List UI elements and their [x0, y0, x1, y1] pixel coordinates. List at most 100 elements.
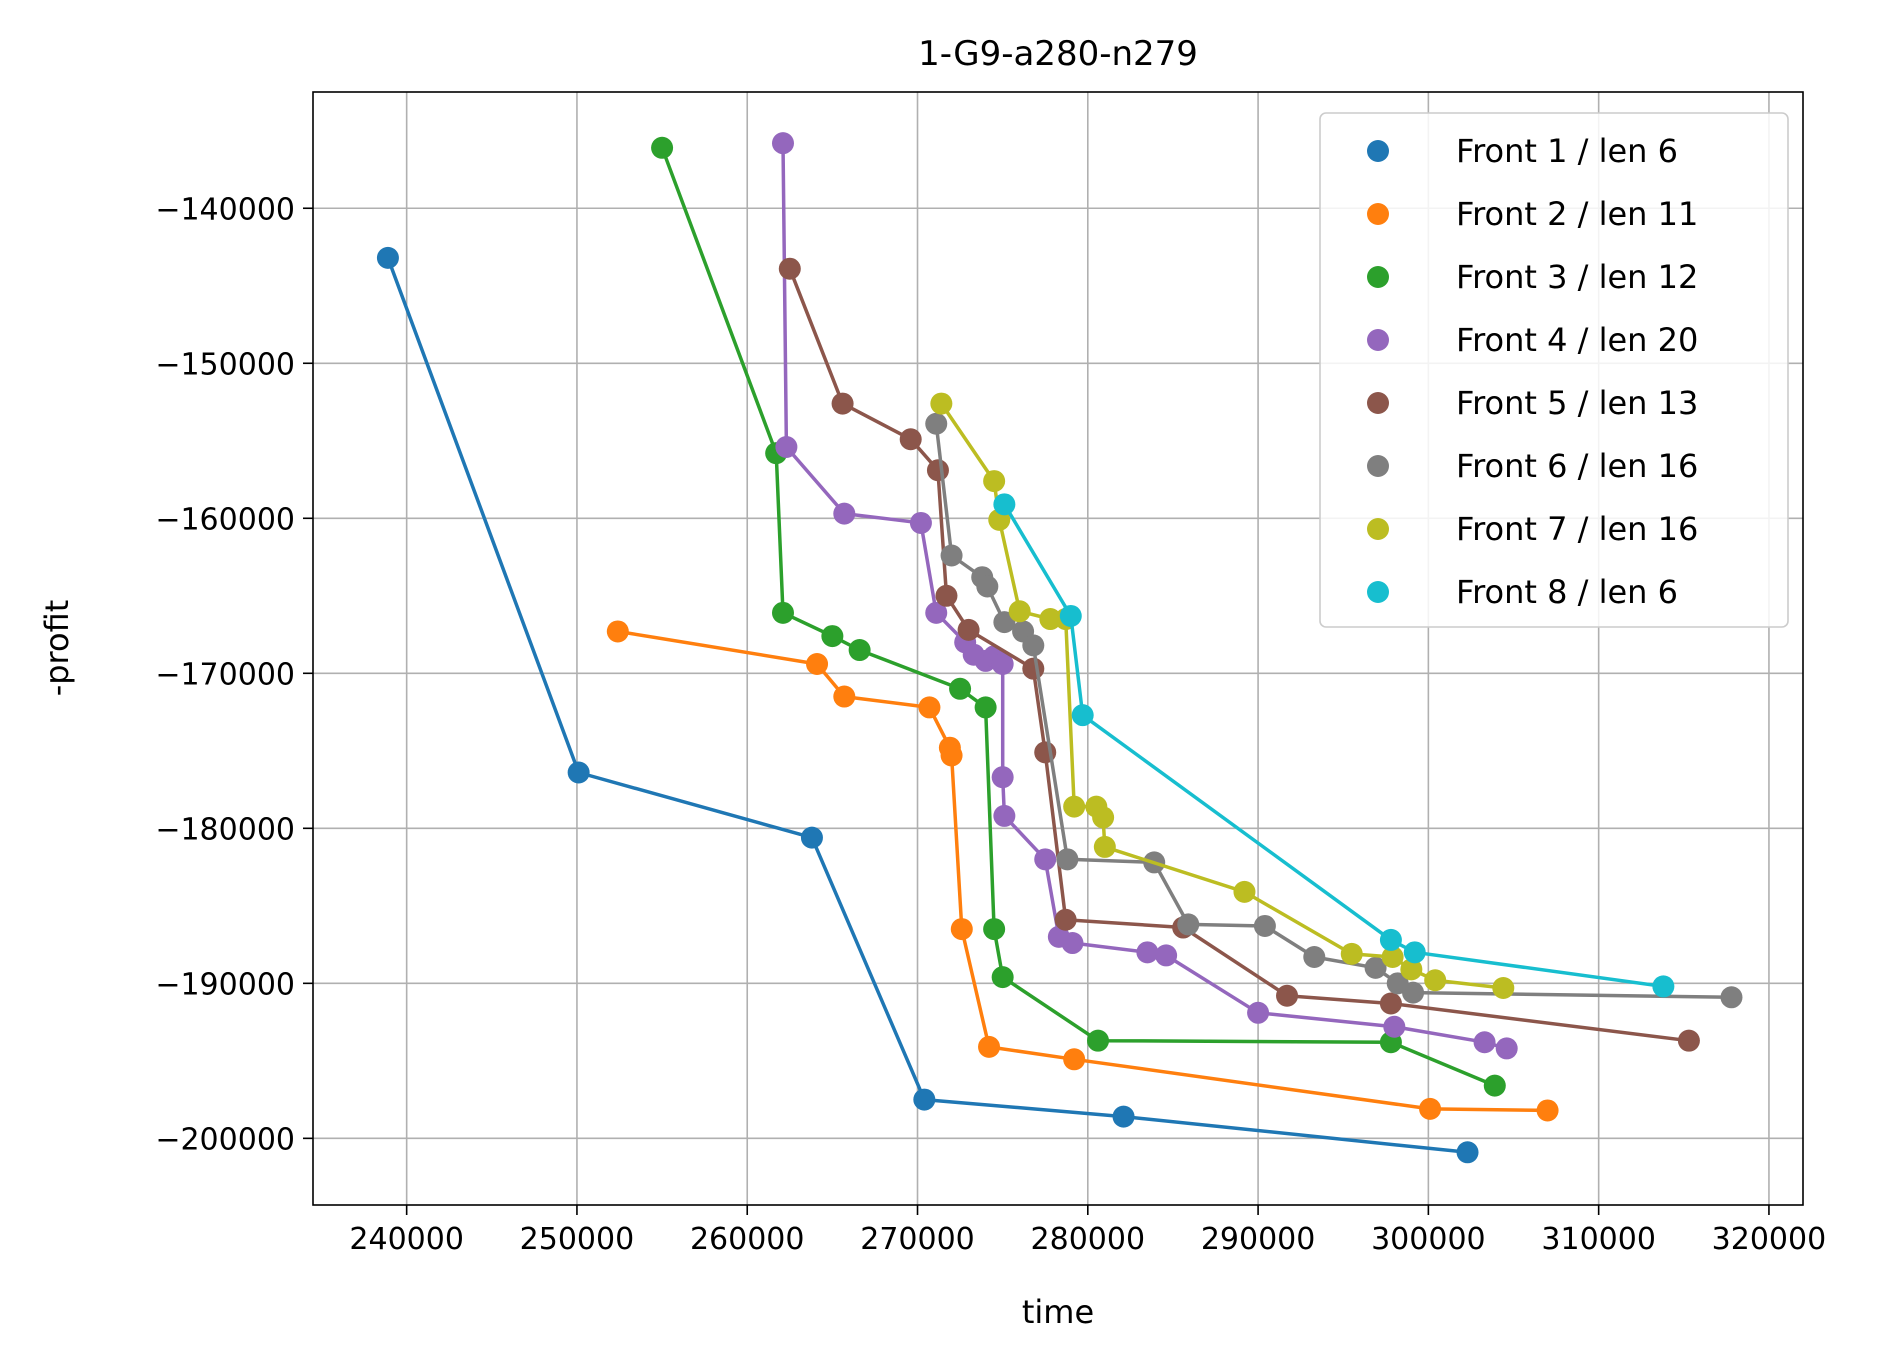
data-point [1253, 914, 1276, 937]
legend-label: Front 6 / len 16 [1456, 447, 1698, 485]
data-point [833, 502, 856, 525]
legend-label: Front 1 / len 6 [1456, 132, 1678, 170]
data-point [1061, 932, 1084, 955]
data-point [976, 575, 999, 598]
y-tick-label: −190000 [155, 967, 295, 1002]
data-point [950, 918, 973, 941]
data-point [1155, 944, 1178, 967]
data-point [1136, 941, 1159, 964]
data-point [949, 677, 972, 700]
data-point [1247, 1001, 1270, 1024]
data-point [1364, 956, 1387, 979]
data-point [1400, 958, 1423, 981]
data-point [991, 966, 1014, 989]
data-point [1093, 835, 1116, 858]
data-point [800, 826, 823, 849]
x-tick-label: 290000 [1201, 1222, 1316, 1257]
data-point [771, 132, 794, 155]
y-tick-label: −150000 [155, 347, 295, 382]
y-tick-label: −170000 [155, 657, 295, 692]
data-point [1495, 1037, 1518, 1060]
x-tick-label: 240000 [349, 1222, 464, 1257]
data-point [1340, 942, 1363, 965]
data-point [1008, 600, 1031, 623]
series-front-7 [930, 392, 1515, 999]
data-point [1177, 913, 1200, 936]
data-point [940, 544, 963, 567]
data-point [925, 412, 948, 435]
x-tick-label: 280000 [1031, 1222, 1146, 1257]
x-tick-label: 270000 [860, 1222, 975, 1257]
data-point [899, 428, 922, 451]
y-tick-label: −160000 [155, 502, 295, 537]
data-point [1419, 1097, 1442, 1120]
data-point [1379, 992, 1402, 1015]
legend-marker [1367, 392, 1389, 414]
legend: Front 1 / len 6 Front 2 / len 11 Front 3 /… [1319, 112, 1789, 628]
data-point [991, 766, 1014, 789]
x-tick-label: 300000 [1371, 1222, 1486, 1257]
data-point [775, 435, 798, 458]
data-point [1056, 848, 1079, 871]
x-axis: 240000 250000 260000 270000 280000 290000 3000… [349, 1205, 1826, 1257]
data-point [1112, 1105, 1135, 1128]
legend-label: Front 3 / len 12 [1456, 258, 1698, 296]
data-point [957, 618, 980, 641]
data-point [1383, 1015, 1406, 1038]
x-tick-label: 310000 [1541, 1222, 1656, 1257]
data-point [1233, 880, 1256, 903]
series-line [660, 147, 1496, 1088]
data-point [1022, 657, 1045, 680]
data-point [1034, 848, 1057, 871]
data-point [1403, 941, 1426, 964]
data-point [925, 601, 948, 624]
legend-marker [1367, 329, 1389, 351]
data-point [983, 918, 1006, 941]
data-point [1071, 704, 1094, 727]
data-point [918, 696, 941, 719]
data-point [848, 639, 871, 662]
data-point [1492, 976, 1515, 999]
data-point [1381, 945, 1404, 968]
data-point [978, 1035, 1001, 1058]
data-point [926, 459, 949, 482]
data-point [1022, 634, 1045, 657]
legend-label: Front 7 / len 16 [1456, 510, 1698, 548]
data-point [1536, 1099, 1559, 1122]
y-axis-label: -profit [38, 600, 76, 697]
x-tick-label: 250000 [520, 1222, 635, 1257]
data-point [913, 1088, 936, 1111]
x-axis-label: time [1022, 1293, 1094, 1331]
legend-marker [1367, 581, 1389, 603]
data-point [1402, 981, 1425, 1004]
data-point [983, 470, 1006, 493]
data-point [1483, 1074, 1506, 1097]
y-tick-label: −200000 [155, 1122, 295, 1157]
data-point [1652, 975, 1675, 998]
data-point [833, 685, 856, 708]
data-point [1379, 928, 1402, 951]
data-point [935, 584, 958, 607]
data-point [991, 653, 1014, 676]
data-point [606, 620, 629, 643]
data-point [806, 653, 829, 676]
legend-marker [1367, 203, 1389, 225]
data-point [651, 136, 674, 159]
data-point [778, 257, 801, 280]
data-point [1276, 984, 1299, 1007]
data-point [993, 611, 1016, 634]
data-point [1456, 1141, 1479, 1164]
series-front-3 [651, 136, 1506, 1097]
series-line [1002, 503, 1664, 989]
chart-title: 1-G9-a280-n279 [918, 34, 1198, 74]
data-point [1677, 1029, 1700, 1052]
y-tick-label: −180000 [155, 812, 295, 847]
data-point [1720, 986, 1743, 1009]
series-front-8 [993, 493, 1675, 998]
data-point [376, 246, 399, 269]
data-point [1092, 806, 1115, 829]
data-point [1424, 969, 1447, 992]
data-point [930, 392, 953, 415]
legend-marker [1367, 266, 1389, 288]
y-axis: −140000 −150000 −160000 −170000 −180000 −1900… [155, 192, 313, 1157]
